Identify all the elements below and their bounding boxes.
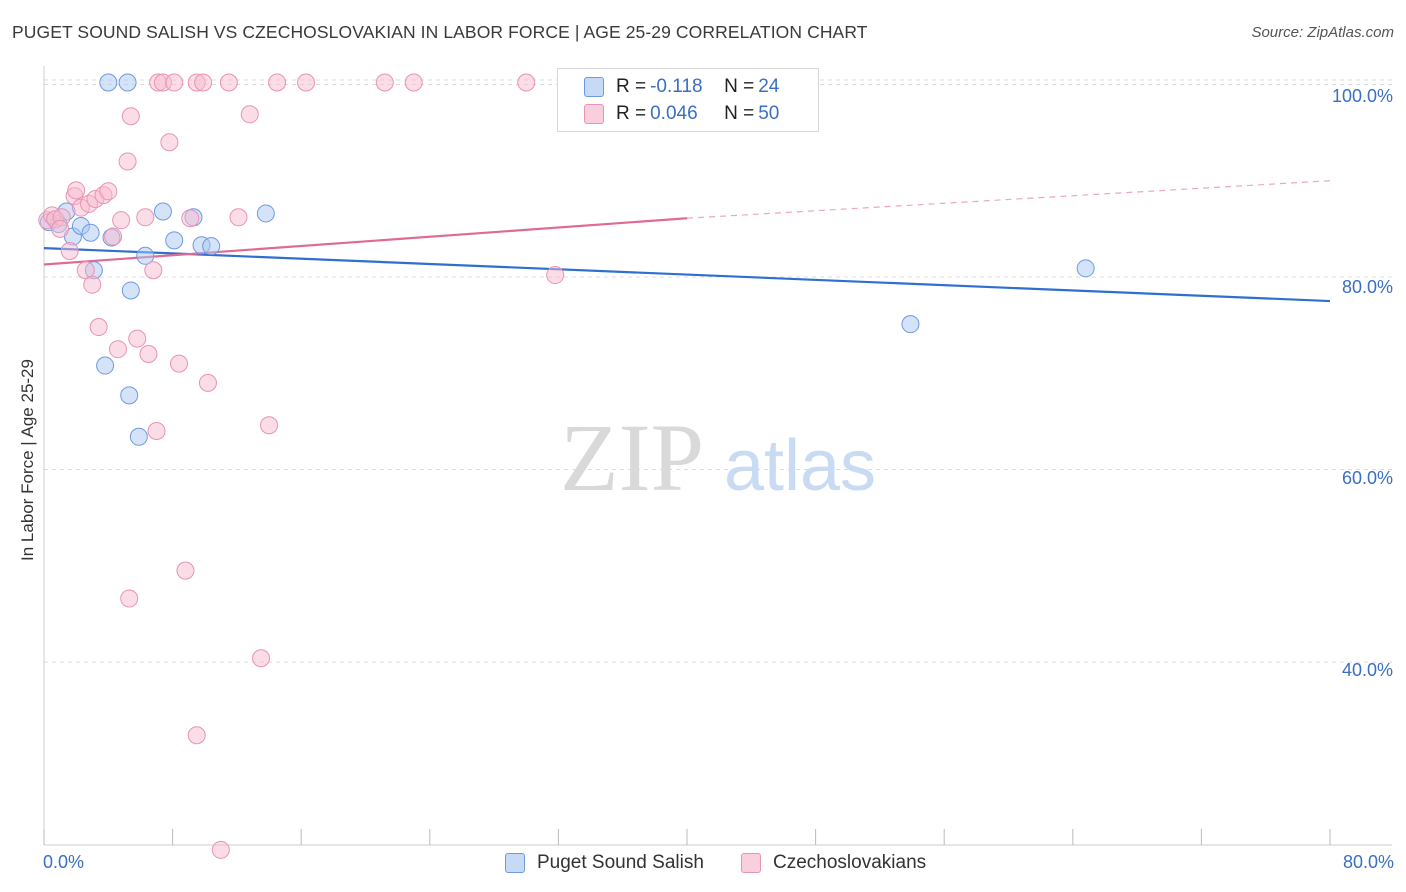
y-tick-label-60: 60.0% (1341, 468, 1393, 488)
grid-lines (44, 79, 1392, 663)
point-pink-36 (229, 208, 248, 227)
point-pink-21 (139, 345, 158, 364)
stats-box: R = -0.118 N = 24 R = 0.046 N = 50 (557, 68, 819, 132)
point-pink-47 (187, 726, 206, 745)
point-pink-16 (112, 211, 131, 230)
point-pink-9 (83, 275, 102, 294)
legend-label: Czechoslovakians (773, 852, 927, 873)
y-tick-label-40: 40.0% (1341, 660, 1393, 680)
trend-lines (43, 180, 1331, 303)
data-points (38, 73, 1095, 859)
point-pink-42 (375, 73, 394, 92)
point-pink-14 (104, 227, 123, 246)
y-tick-label-80: 80.0% (1341, 277, 1393, 297)
point-pink-37 (240, 105, 259, 124)
point-pink-39 (260, 416, 279, 435)
point-pink-32 (194, 73, 213, 92)
point-pink-48 (67, 181, 86, 200)
point-blue-7 (96, 356, 115, 375)
pink-swatch (584, 104, 604, 124)
point-pink-26 (160, 133, 179, 152)
watermark-atlas: atlas (724, 426, 876, 506)
point-blue-12 (121, 281, 140, 300)
r-value: -0.118 (650, 76, 703, 97)
point-blue-20 (256, 204, 275, 223)
n-value: 24 (758, 76, 780, 97)
point-pink-22 (144, 261, 163, 280)
y-axis-label: In Labor Force | Age 25-29 (18, 359, 37, 561)
point-pink-18 (121, 107, 140, 126)
point-pink-38 (252, 649, 271, 668)
stats-row-blue: R = -0.118 N = 24 (584, 75, 779, 99)
point-pink-23 (147, 422, 166, 441)
point-pink-35 (219, 73, 238, 92)
point-blue-22 (901, 315, 920, 334)
point-blue-23 (1076, 259, 1095, 278)
point-blue-14 (136, 246, 155, 265)
point-pink-41 (297, 73, 316, 92)
legend-item-czechoslovakians[interactable]: Czechoslovakians (741, 852, 926, 874)
point-pink-28 (170, 354, 189, 373)
point-pink-27 (165, 73, 184, 92)
point-pink-46 (120, 589, 139, 608)
trend-line-dashed-pink (686, 180, 1331, 219)
point-pink-17 (118, 152, 137, 171)
point-pink-20 (136, 208, 155, 227)
point-pink-4 (60, 241, 79, 260)
legend: Puget Sound Salish Czechoslovakians (0, 852, 1406, 876)
watermark-zip: ZIP (560, 404, 704, 511)
point-pink-43 (404, 73, 423, 92)
point-pink-40 (268, 73, 287, 92)
point-pink-45 (546, 266, 565, 285)
watermark: ZIP atlas (560, 404, 876, 511)
point-blue-13 (129, 427, 148, 446)
point-pink-29 (176, 561, 195, 580)
axes (43, 66, 1392, 846)
point-blue-15 (153, 202, 172, 221)
y-tick-label-100: 100.0% (1331, 86, 1393, 106)
point-pink-19 (128, 329, 147, 348)
n-label: N = (724, 103, 755, 124)
point-blue-16 (165, 231, 184, 250)
point-pink-30 (181, 209, 200, 228)
source-label: Source: ZipAtlas.com (1251, 24, 1394, 41)
chart-title: PUGET SOUND SALISH VS CZECHOSLOVAKIAN IN… (12, 22, 868, 42)
point-pink-13 (99, 182, 118, 201)
stats-row-pink: R = 0.046 N = 50 (584, 102, 779, 126)
r-label: R = (616, 103, 647, 124)
point-blue-10 (118, 73, 137, 92)
legend-swatch-blue (505, 853, 525, 873)
point-pink-49 (51, 219, 70, 238)
point-blue-19 (202, 237, 221, 256)
n-label: N = (724, 76, 755, 97)
point-pink-33 (198, 373, 217, 392)
r-label: R = (616, 76, 647, 97)
point-pink-15 (108, 340, 127, 359)
point-blue-11 (120, 386, 139, 405)
legend-item-puget-sound-salish[interactable]: Puget Sound Salish (505, 852, 704, 874)
point-blue-5 (81, 223, 100, 242)
point-pink-11 (89, 318, 108, 337)
point-pink-34 (211, 840, 230, 859)
legend-label: Puget Sound Salish (537, 852, 704, 873)
trend-line-blue (43, 247, 1331, 303)
legend-swatch-pink (741, 853, 761, 873)
r-value: 0.046 (650, 103, 698, 124)
point-blue-9 (99, 73, 118, 92)
blue-swatch (584, 77, 604, 97)
point-pink-44 (517, 73, 536, 92)
n-value: 50 (758, 103, 780, 124)
x-tick-label-max: 80.0% (1342, 852, 1394, 872)
x-tick-label-min: 0.0% (43, 852, 85, 872)
